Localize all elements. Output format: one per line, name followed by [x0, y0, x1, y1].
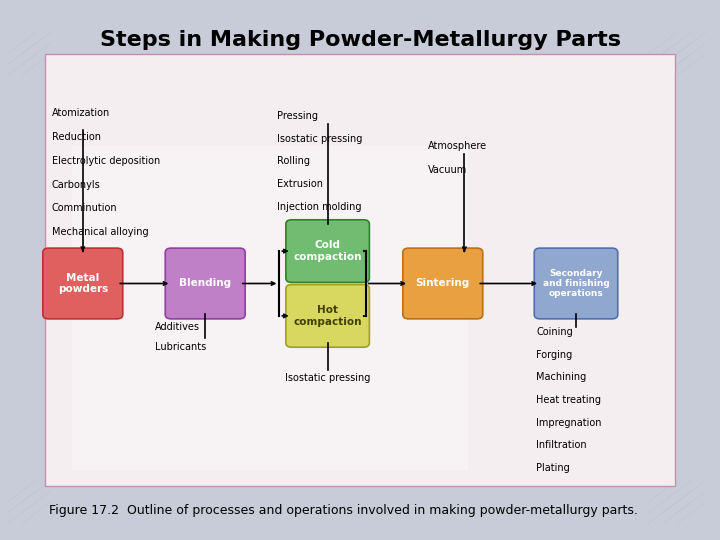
Text: Additives: Additives [155, 322, 200, 332]
Text: Forging: Forging [536, 350, 572, 360]
Text: Metal
powders: Metal powders [58, 273, 108, 294]
Text: Infiltration: Infiltration [536, 441, 587, 450]
Text: Comminution: Comminution [52, 204, 117, 213]
Text: Lubricants: Lubricants [155, 342, 206, 352]
Text: Impregnation: Impregnation [536, 418, 602, 428]
Text: Vacuum: Vacuum [428, 165, 468, 174]
Text: Atomization: Atomization [52, 109, 110, 118]
Text: Plating: Plating [536, 463, 570, 473]
FancyBboxPatch shape [72, 146, 468, 470]
Text: Hot
compaction: Hot compaction [293, 305, 362, 327]
Text: Isostatic pressing: Isostatic pressing [285, 373, 370, 383]
Text: Heat treating: Heat treating [536, 395, 601, 405]
Text: Sintering: Sintering [415, 279, 470, 288]
Text: Blending: Blending [179, 279, 231, 288]
FancyBboxPatch shape [165, 248, 245, 319]
Text: Cold
compaction: Cold compaction [293, 240, 362, 262]
Text: Steps in Making Powder-Metallurgy Parts: Steps in Making Powder-Metallurgy Parts [99, 30, 621, 51]
Text: Coining: Coining [536, 327, 573, 337]
FancyBboxPatch shape [43, 248, 122, 319]
Text: Electrolytic deposition: Electrolytic deposition [52, 156, 160, 166]
FancyBboxPatch shape [45, 54, 675, 486]
Text: Rolling: Rolling [277, 157, 310, 166]
Text: Mechanical alloying: Mechanical alloying [52, 227, 148, 237]
Text: Reduction: Reduction [52, 132, 101, 142]
Text: Atmosphere: Atmosphere [428, 141, 487, 151]
Text: Machining: Machining [536, 373, 587, 382]
Text: Extrusion: Extrusion [277, 179, 323, 189]
FancyBboxPatch shape [286, 285, 369, 347]
Text: Carbonyls: Carbonyls [52, 180, 101, 190]
FancyBboxPatch shape [534, 248, 618, 319]
Text: Pressing: Pressing [277, 111, 318, 121]
FancyBboxPatch shape [403, 248, 482, 319]
Text: Injection molding: Injection molding [277, 202, 361, 212]
FancyBboxPatch shape [286, 220, 369, 282]
Text: Figure 17.2  Outline of processes and operations involved in making powder-metal: Figure 17.2 Outline of processes and ope… [49, 504, 638, 517]
Text: Secondary
and finishing
operations: Secondary and finishing operations [543, 268, 609, 299]
Text: Isostatic pressing: Isostatic pressing [277, 134, 363, 144]
